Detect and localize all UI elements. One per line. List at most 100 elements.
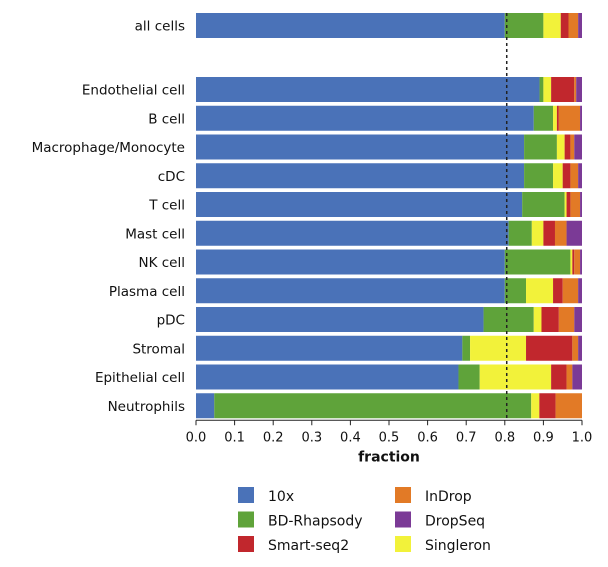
x-tick-label: 0.1 — [224, 430, 245, 445]
bar-segment-stromal-indrop — [572, 335, 579, 361]
bar-segment-cdc-singleron — [553, 163, 563, 189]
bar-segment-cdc-smart-seq2 — [562, 163, 571, 189]
bar-segment-pdc-smart-seq2 — [541, 307, 559, 332]
bar-segment-plasma-cell-indrop — [562, 278, 579, 304]
bar-segment-mast-cell-singleron — [531, 220, 544, 246]
bar-segment-pdc-10x — [196, 307, 484, 332]
bar-segment-neutrophils-singleron — [531, 393, 540, 419]
x-tick-label: 0.4 — [340, 430, 361, 445]
bar-segment-b-cell-10x — [196, 105, 534, 131]
bar-segment-nk-cell-bd-rhapsody — [504, 249, 571, 275]
bar-segment-t-cell-dropseq — [580, 192, 582, 217]
bar-segment-b-cell-smart-seq2 — [556, 105, 559, 131]
bar-segment-epithelial-cell-10x — [196, 364, 459, 390]
category-label-b-cell: B cell — [148, 111, 185, 127]
bar-segment-pdc-bd-rhapsody — [483, 307, 534, 332]
bar-segment-t-cell-singleron — [564, 192, 567, 217]
legend-label-dropseq: DropSeq — [425, 514, 485, 530]
bar-segment-macrophage-monocyte-dropseq — [574, 134, 582, 160]
bar-segment-nk-cell-dropseq — [580, 249, 582, 275]
bar-segment-neutrophils-bd-rhapsody — [214, 393, 532, 419]
bar-segment-epithelial-cell-smart-seq2 — [551, 364, 567, 390]
category-label-macrophage-monocyte: Macrophage/Monocyte — [32, 140, 185, 156]
x-tick-label: 0.5 — [379, 430, 400, 445]
legend-label-smart-seq2: Smart-seq2 — [268, 538, 349, 554]
bar-segment-cdc-bd-rhapsody — [524, 163, 554, 189]
bar-segment-endothelial-cell-singleron — [543, 77, 552, 102]
bar-segment-all-cells-10x — [196, 13, 505, 38]
bar-segment-nk-cell-smart-seq2 — [572, 249, 575, 275]
bar-segment-all-cells-indrop — [568, 13, 579, 38]
category-label-t-cell: T cell — [148, 198, 185, 214]
bar-segment-pdc-singleron — [533, 307, 542, 332]
legend-label-indrop: InDrop — [425, 489, 472, 505]
legend-swatch-indrop — [395, 487, 411, 503]
legend: 10x BD-Rhapsody Smart-seq2 InDrop DropSeq Sin… — [238, 487, 491, 554]
legend-swatch-singleron — [395, 536, 411, 552]
category-label-endothelial-cell: Endothelial cell — [82, 83, 185, 99]
legend-swatch-smart-seq2 — [238, 536, 254, 552]
bar-segment-nk-cell-10x — [196, 249, 505, 275]
bar-segment-mast-cell-dropseq — [566, 220, 582, 246]
bar-segment-stromal-bd-rhapsody — [462, 335, 471, 361]
bar-segment-endothelial-cell-smart-seq2 — [551, 77, 575, 102]
bar-segment-nk-cell-indrop — [574, 249, 581, 275]
bar-segment-stromal-smart-seq2 — [526, 335, 573, 361]
x-tick-label: 1.0 — [572, 430, 593, 445]
legend-swatch-bd-rhapsody — [238, 511, 254, 528]
bar-segment-endothelial-cell-bd-rhapsody — [539, 77, 544, 102]
bar-segment-all-cells-smart-seq2 — [560, 13, 569, 38]
bar-segment-plasma-cell-smart-seq2 — [553, 278, 563, 304]
bar-segment-mast-cell-indrop — [554, 220, 567, 246]
x-tick-label: 0.2 — [263, 430, 284, 445]
bar-segment-macrophage-monocyte-bd-rhapsody — [524, 134, 557, 160]
legend-swatch-10x — [238, 487, 254, 503]
bar-segment-epithelial-cell-singleron — [479, 364, 552, 390]
bar-segment-endothelial-cell-10x — [196, 77, 540, 102]
bar-segment-neutrophils-smart-seq2 — [539, 393, 556, 419]
x-tick-label: 0.8 — [494, 430, 515, 445]
bar-segment-macrophage-monocyte-10x — [196, 134, 525, 160]
x-tick-label: 0.3 — [301, 430, 322, 445]
x-axis-label: fraction — [358, 449, 420, 465]
bar-segment-b-cell-singleron — [553, 105, 557, 131]
bar-segment-cdc-10x — [196, 163, 525, 189]
bar-segment-t-cell-bd-rhapsody — [522, 192, 565, 217]
category-label-all-cells: all cells — [135, 19, 185, 35]
bar-segment-t-cell-10x — [196, 192, 523, 217]
bar-segment-stromal-singleron — [470, 335, 527, 361]
category-label-pdc: pDC — [157, 313, 185, 329]
x-tick-label: 0.7 — [456, 430, 477, 445]
bar-segment-nk-cell-singleron — [570, 249, 573, 275]
bar-segment-mast-cell-bd-rhapsody — [508, 220, 532, 246]
bar-segment-cdc-dropseq — [578, 163, 582, 189]
legend-swatch-dropseq — [395, 511, 411, 528]
bar-segment-mast-cell-smart-seq2 — [543, 220, 555, 246]
bar-segment-plasma-cell-dropseq — [578, 278, 582, 304]
legend-label-singleron: Singleron — [425, 538, 491, 554]
bar-segment-plasma-cell-bd-rhapsody — [504, 278, 527, 304]
category-label-neutrophils: Neutrophils — [108, 399, 185, 415]
bar-segment-plasma-cell-10x — [196, 278, 505, 304]
bar-segment-stromal-10x — [196, 335, 463, 361]
category-label-mast-cell: Mast cell — [125, 226, 185, 242]
bar-segment-b-cell-indrop — [558, 105, 581, 131]
category-label-epithelial-cell: Epithelial cell — [95, 370, 185, 386]
bar-segment-pdc-indrop — [558, 307, 575, 332]
bar-segment-plasma-cell-singleron — [526, 278, 554, 304]
bar-segment-t-cell-indrop — [570, 192, 581, 217]
bar-segment-stromal-dropseq — [578, 335, 582, 361]
bar-segment-macrophage-monocyte-indrop — [570, 134, 575, 160]
x-tick-label: 0.9 — [533, 430, 554, 445]
category-labels: all cells Endothelial cell B cell Macrophag… — [32, 19, 185, 415]
category-label-cdc: cDC — [158, 169, 185, 185]
bar-segment-macrophage-monocyte-smart-seq2 — [564, 134, 571, 160]
category-label-nk-cell: NK cell — [139, 255, 185, 271]
bar-segment-mast-cell-10x — [196, 220, 509, 246]
bar-segment-endothelial-cell-dropseq — [576, 77, 582, 102]
bar-segment-cdc-indrop — [570, 163, 579, 189]
bar-segment-all-cells-singleron — [543, 13, 561, 38]
bars-group — [196, 13, 582, 419]
bar-segment-epithelial-cell-indrop — [566, 364, 573, 390]
